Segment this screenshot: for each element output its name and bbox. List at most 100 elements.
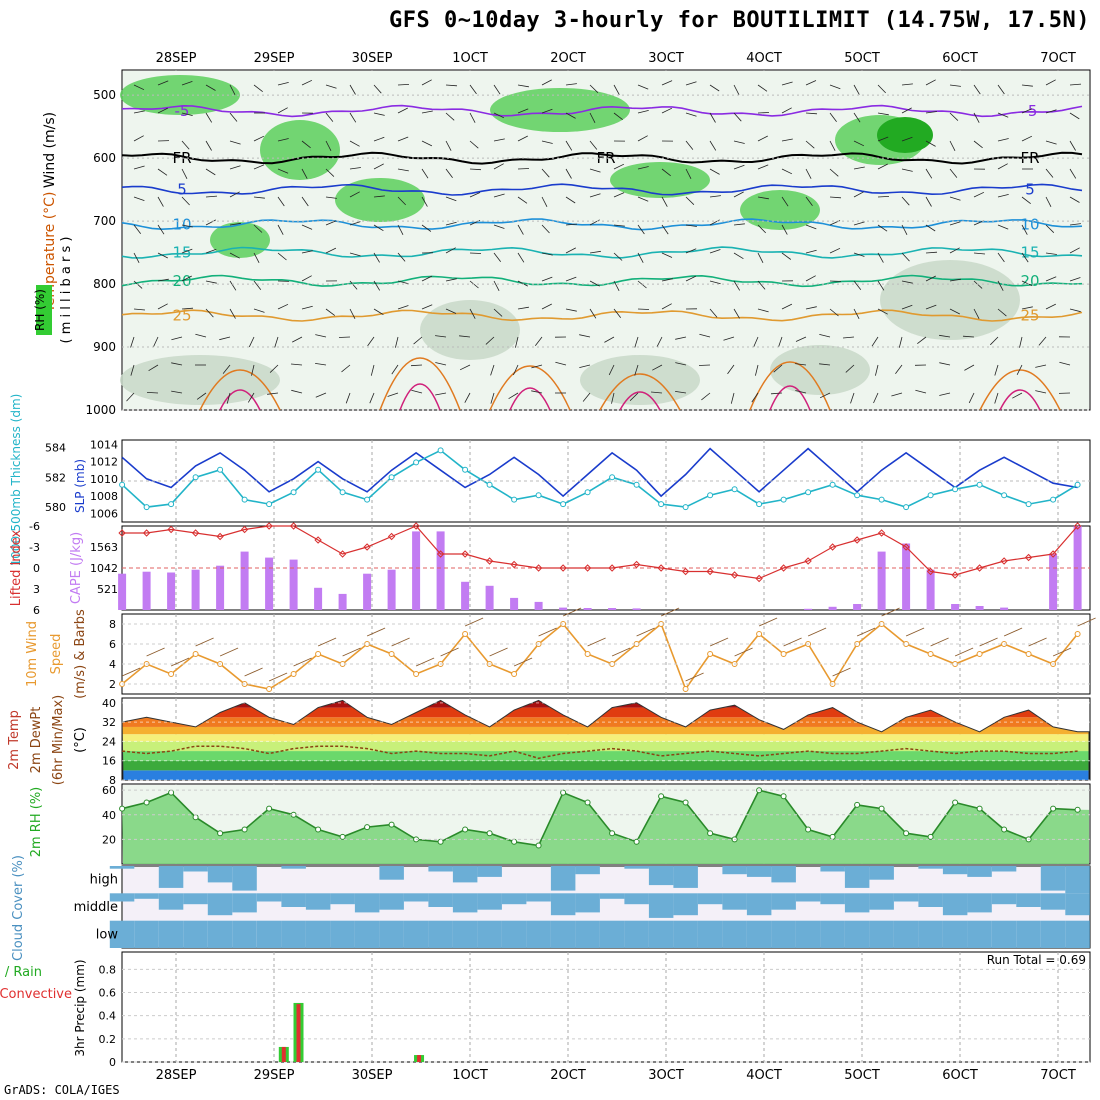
cloud-bar-middle (624, 893, 649, 905)
wind-barb-10m (832, 667, 851, 677)
cape-bar (926, 569, 935, 610)
wind-barb (315, 334, 327, 338)
x-tick-bottom-9: 7OCT (1040, 1068, 1076, 1083)
wind-barb (949, 168, 958, 178)
wind-barb (157, 196, 164, 207)
wind-barb (685, 248, 697, 254)
lifted-index-point (828, 543, 837, 551)
wind-barb (850, 392, 855, 404)
wind-barb (675, 362, 687, 366)
lifted-index-point (804, 557, 812, 565)
wind-barb (589, 250, 601, 254)
rh2m-point (1001, 826, 1008, 833)
cloud-bar-high (844, 866, 870, 888)
cloud-bar-low (771, 920, 796, 948)
wind-barb (435, 392, 447, 396)
wind-barb (829, 247, 841, 254)
wind-barb (1021, 252, 1029, 263)
wind-barb (1021, 196, 1031, 205)
wind-barb (130, 364, 135, 376)
wind-barb (997, 163, 1008, 170)
wind-speed-point (462, 631, 469, 637)
cloud-bar-high (918, 866, 943, 869)
wind-barb (395, 336, 399, 348)
wind-barb (755, 364, 759, 376)
cloud-bar-middle (526, 893, 551, 902)
lifted-index-point (951, 571, 959, 579)
wind-barb (229, 165, 241, 170)
panel-frame-upper (121, 69, 1091, 411)
thickness-point (437, 447, 444, 454)
cape-tick-0: 521 (97, 583, 118, 596)
wind-barb (445, 112, 455, 121)
wind-barb (397, 84, 410, 86)
wind-barb (349, 308, 356, 319)
wind-barb (445, 84, 458, 87)
wind-barb (949, 278, 961, 282)
wind-barb (565, 276, 577, 282)
wind-barb (990, 336, 999, 346)
wind-barb (253, 252, 260, 263)
wind-barb (757, 224, 766, 234)
wind-speed-point (266, 686, 273, 692)
cloud-bar-middle (428, 893, 453, 907)
cloud-bar-low (281, 920, 306, 948)
wind-barb (661, 107, 673, 114)
temp-band-1 (122, 760, 1090, 771)
wind-barb (410, 364, 423, 367)
wind-barb (153, 336, 159, 348)
isotherm-label-0-0: -5 (175, 102, 190, 120)
wind-barb (517, 306, 529, 310)
precip-conv-bar-1 (296, 1004, 301, 1062)
cloud-bar-low (477, 920, 502, 948)
cloud-bar-low (1016, 920, 1041, 948)
wind-barb (637, 110, 649, 114)
wind-barb-10m (1052, 647, 1072, 657)
wind-barb (421, 140, 433, 147)
wind-barb (205, 84, 216, 91)
temp-tick-3: 32 (102, 716, 116, 729)
rh-blob-peak (877, 117, 933, 153)
x-tick-top-4: 2OCT (550, 51, 586, 66)
wind-barb (1069, 140, 1076, 151)
wind-barb (915, 389, 927, 394)
rh-legend-swatch (36, 285, 52, 335)
wind-barb (829, 196, 842, 199)
isotherm-5 (121, 274, 1083, 288)
isotherm-2 (121, 183, 1083, 196)
wind-barb (589, 84, 599, 93)
wind-barb (805, 249, 817, 254)
wind-barb (997, 224, 1009, 230)
cape-bar (632, 608, 641, 610)
wind-barb (253, 135, 265, 142)
isotherm-label-1-1: FR (596, 149, 615, 167)
wind-barb (685, 81, 697, 86)
rh2m-line (121, 789, 1078, 847)
upper-ytick-1: 600 (93, 151, 116, 165)
wind-barb (661, 278, 673, 282)
wind-barb (613, 224, 625, 227)
cloud-bar-low (918, 920, 943, 948)
cloud-bar-middle (869, 893, 894, 910)
wind-barb (253, 280, 262, 290)
wind-barb (891, 392, 903, 397)
chart-title: GFS 0~10day 3-hourly for BOUTILIMIT (14.… (388, 8, 1090, 33)
wind-barb (445, 168, 453, 179)
cloud-bar-middle (109, 893, 135, 902)
wind-barb (435, 335, 447, 338)
upper-ytick-0: 500 (93, 88, 116, 102)
cloud-bar-low (354, 920, 380, 948)
wind-speed-point (168, 671, 175, 677)
rh-blob-8 (420, 300, 520, 360)
wind-barb (541, 224, 550, 234)
wind-barb (146, 392, 159, 394)
wind-barb-10m (709, 637, 729, 647)
precip-tick-2: 0.4 (99, 1010, 117, 1023)
temp-axis-label-0: 2m Temp (7, 710, 22, 770)
thickness-point (1025, 501, 1032, 508)
cloud-bar-high (771, 866, 796, 883)
wind-barb (373, 112, 385, 116)
cloud-bar-middle (256, 893, 282, 902)
panel-frame-precip (121, 951, 1091, 1063)
